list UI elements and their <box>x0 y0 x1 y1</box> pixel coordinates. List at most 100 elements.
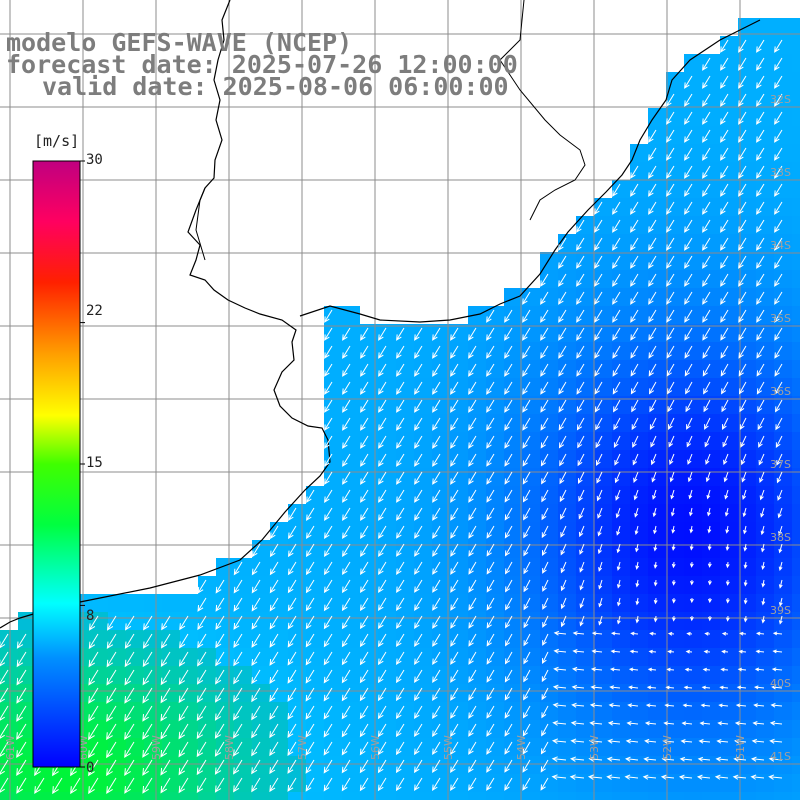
wind-arrow <box>468 507 477 521</box>
wind-arrow <box>124 687 135 704</box>
ocean-cell <box>702 774 720 792</box>
wind-arrow <box>287 759 297 774</box>
wind-arrow <box>738 165 747 179</box>
wind-arrow <box>684 291 693 305</box>
wind-arrow <box>757 417 765 431</box>
wind-arrow <box>551 738 567 744</box>
ocean-cell <box>612 756 630 774</box>
wind-arrow <box>645 703 657 708</box>
ocean-cell <box>378 504 396 522</box>
ocean-cell <box>450 558 468 576</box>
wind-arrow <box>652 489 657 500</box>
wind-arrow <box>16 687 27 704</box>
ocean-cell <box>702 702 720 720</box>
wind-arrow <box>684 165 693 179</box>
wind-arrow <box>215 597 225 612</box>
wind-arrow <box>570 756 585 762</box>
ocean-cell <box>558 792 576 800</box>
wind-arrow <box>450 759 459 773</box>
wind-arrow <box>715 756 729 762</box>
ocean-cell <box>648 306 666 324</box>
ocean-cell <box>324 414 342 432</box>
wind-arrow <box>678 774 693 780</box>
wind-arrow <box>625 738 639 744</box>
wind-arrow <box>432 777 441 792</box>
ocean-cell <box>630 576 648 594</box>
wind-arrow <box>414 489 423 503</box>
wind-arrow <box>684 93 693 107</box>
ocean-cell <box>774 630 792 648</box>
wind-arrow <box>648 255 657 269</box>
ocean-cell <box>666 72 684 90</box>
ocean-cell <box>792 324 800 342</box>
wind-arrow <box>630 381 639 395</box>
ocean-cell <box>648 594 666 612</box>
wind-arrow <box>214 723 225 739</box>
ocean-cell <box>558 252 576 270</box>
ocean-cell <box>252 738 270 756</box>
wind-arrow <box>774 39 783 53</box>
wind-arrow <box>607 720 621 726</box>
wind-arrow <box>396 561 405 575</box>
longitude-label: 51W <box>734 735 747 760</box>
wind-arrow <box>197 651 207 667</box>
wind-arrow <box>761 615 766 624</box>
wind-arrow <box>504 777 513 791</box>
wind-arrow <box>579 543 585 555</box>
wind-arrow <box>594 219 603 233</box>
ocean-cell <box>468 414 486 432</box>
ocean-cell <box>774 36 792 54</box>
ocean-cell <box>414 450 432 468</box>
ocean-cell <box>792 396 800 414</box>
wind-arrow <box>684 327 693 341</box>
wind-arrow <box>756 309 765 323</box>
ocean-cell <box>234 792 252 800</box>
wind-arrow <box>718 703 729 708</box>
ocean-cell <box>540 378 558 396</box>
ocean-cell <box>198 612 216 630</box>
ocean-cell <box>702 594 720 612</box>
ocean-cell <box>684 324 702 342</box>
ocean-cell <box>90 612 108 630</box>
wind-arrow <box>706 489 711 500</box>
ocean-cell <box>234 612 252 630</box>
ocean-cell <box>504 342 522 360</box>
ocean-cell <box>144 594 162 612</box>
wind-arrow <box>486 597 495 611</box>
wind-arrow <box>608 703 621 708</box>
ocean-cell <box>342 360 360 378</box>
ocean-cell <box>468 504 486 522</box>
ocean-cell <box>90 774 108 792</box>
ocean-cell <box>720 306 738 324</box>
wind-arrow <box>541 687 549 701</box>
wind-arrow <box>305 723 315 738</box>
wind-arrow <box>617 597 621 607</box>
wind-arrow <box>305 543 315 558</box>
wind-arrow <box>505 615 513 629</box>
wind-arrow <box>689 507 693 517</box>
wind-arrow <box>560 561 567 574</box>
ocean-cell <box>702 216 720 234</box>
ocean-cell <box>738 468 756 486</box>
ocean-cell <box>630 522 648 540</box>
wind-arrow <box>738 273 747 287</box>
wind-arrow <box>468 777 477 791</box>
ocean-cell <box>504 432 522 450</box>
ocean-cell <box>558 774 576 792</box>
wind-arrow <box>341 723 351 738</box>
wind-arrow <box>251 543 261 558</box>
wind-arrow <box>16 651 27 668</box>
ocean-cell <box>702 288 720 306</box>
wind-arrow <box>540 741 549 755</box>
wind-arrow <box>644 721 657 726</box>
ocean-cell <box>648 450 666 468</box>
wind-arrow <box>287 723 297 738</box>
wind-arrow <box>714 774 729 780</box>
wind-arrow <box>178 741 189 758</box>
wind-arrow <box>702 111 711 125</box>
ocean-cell <box>666 576 684 594</box>
wind-arrow <box>395 759 405 774</box>
wind-arrow <box>596 453 603 466</box>
ocean-cell <box>702 522 720 540</box>
wind-arrow <box>703 399 711 413</box>
